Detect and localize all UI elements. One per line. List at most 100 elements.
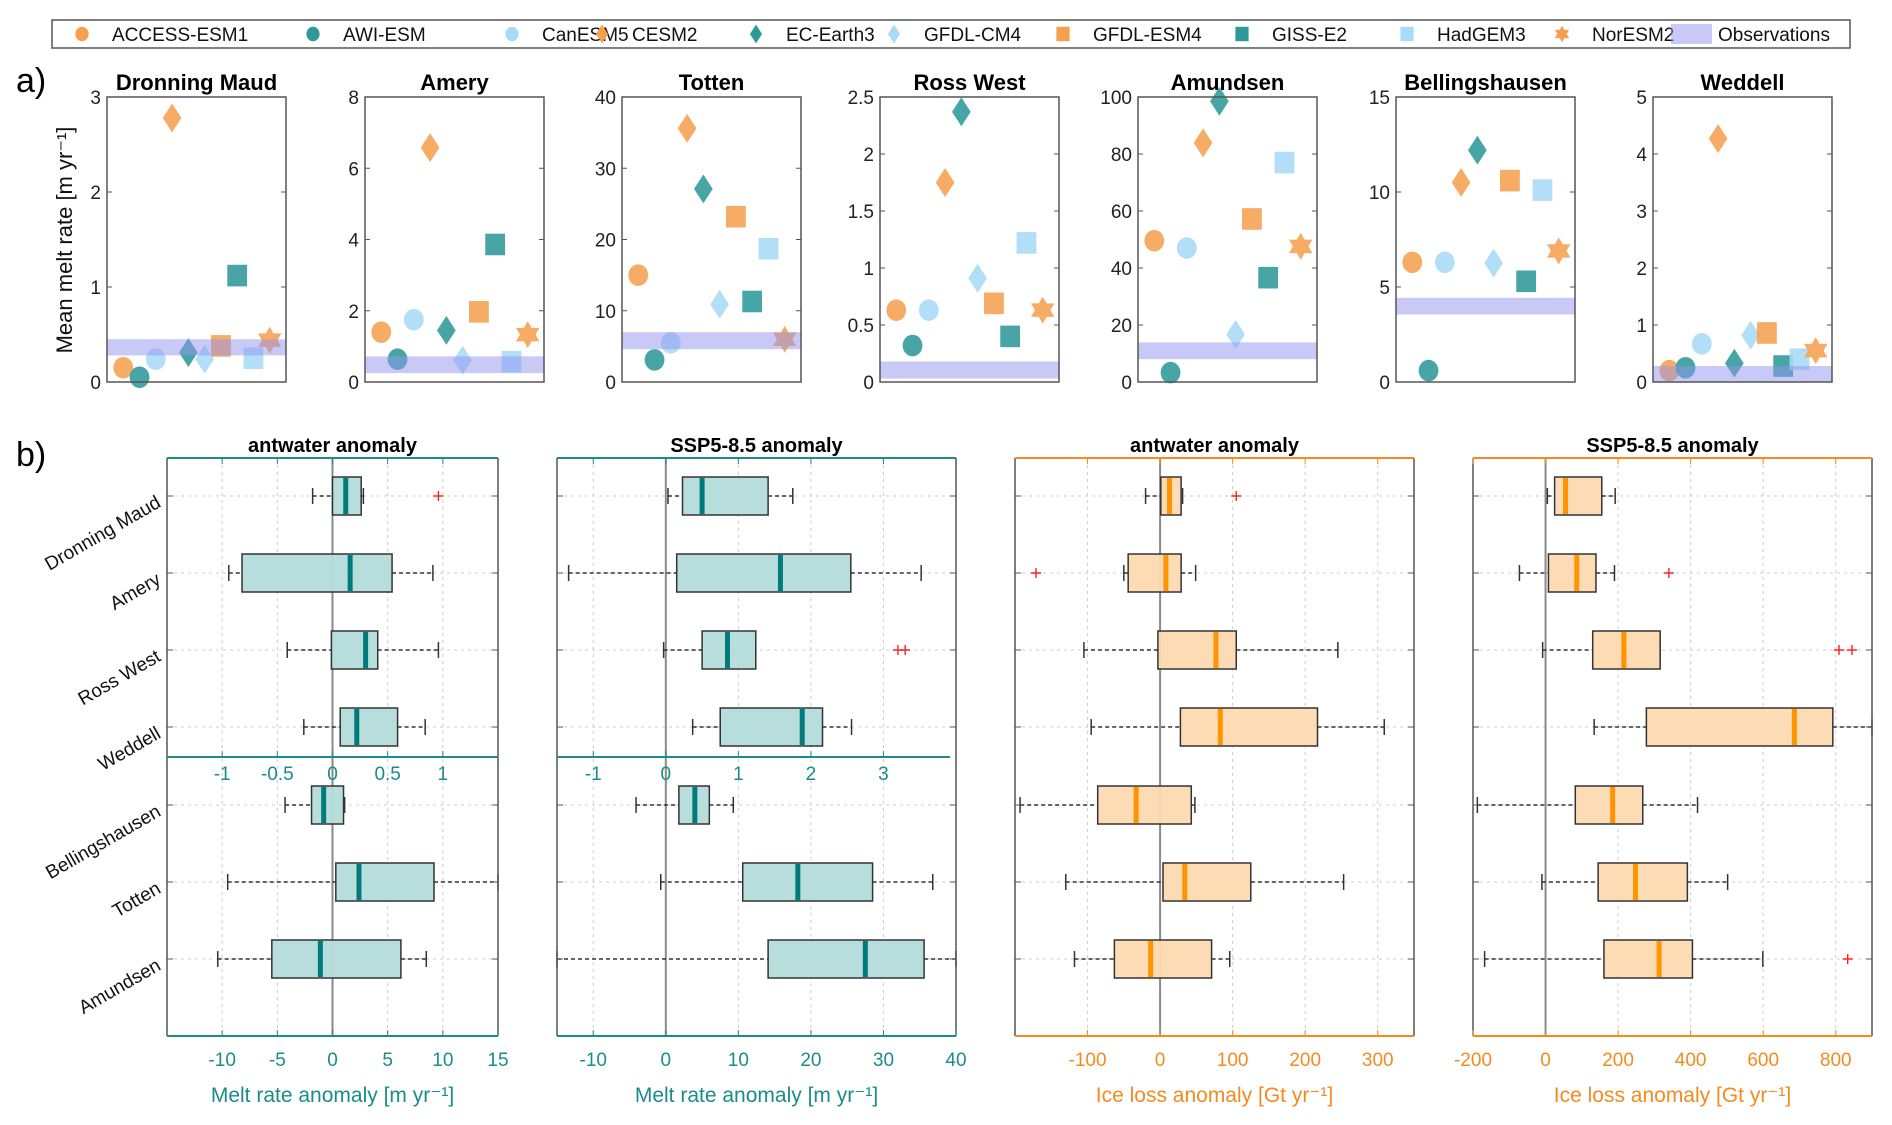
data-point-awi-esm — [1418, 359, 1439, 382]
x-tick-label: 200 — [1602, 1050, 1634, 1071]
box-ross-west — [1083, 630, 1339, 670]
iqr-box — [271, 939, 402, 979]
row-label: Amery — [106, 569, 164, 615]
top-x-tick-label: 0 — [661, 764, 672, 785]
legend-label: GFDL-ESM4 — [1093, 25, 1202, 46]
diamond-marker-icon — [887, 24, 901, 44]
legend-label: GISS-E2 — [1272, 25, 1347, 46]
x-tick-label: 15 — [487, 1050, 508, 1071]
iqr-box — [1645, 707, 1834, 747]
row-label: Ross West — [75, 646, 165, 710]
x-tick-label: -100 — [1069, 1050, 1107, 1071]
y-tick-label: 1.5 — [848, 202, 874, 223]
box-amundsen — [217, 939, 428, 979]
outlier-marker — [433, 491, 444, 501]
region-plot: Dronning Maud 0 1 2 3 — [90, 70, 287, 394]
observations-band — [1138, 342, 1317, 360]
y-tick-label: 3 — [1636, 202, 1647, 223]
axes-frame — [1652, 96, 1833, 383]
y-tick-label: 4 — [348, 231, 359, 252]
iqr-box — [1127, 553, 1182, 593]
data-point-cesm2 — [1708, 124, 1728, 154]
box-totten — [226, 862, 499, 902]
axes-frame — [1137, 96, 1318, 383]
top-x-tick-label: 3 — [878, 764, 889, 785]
data-point-awi-esm — [644, 349, 665, 371]
outlier-marker — [1847, 645, 1858, 655]
square-marker-icon — [1235, 26, 1249, 42]
hexagram-marker-icon — [1554, 25, 1570, 43]
y-tick-label: 2 — [90, 183, 101, 204]
y-tick-label: 40 — [595, 88, 616, 109]
panel-label: b) — [16, 436, 46, 474]
iqr-box — [1162, 862, 1252, 902]
legend: ACCESS-ESM1 AWI-ESM CanESM5 CESM2 EC-Earth3 G… — [51, 19, 1851, 49]
axes-frame — [364, 96, 545, 383]
y-tick-label: 0 — [90, 373, 101, 394]
box-panel: antwater anomaly -100 0 100 200 300 Ice loss a… — [1014, 435, 1415, 1107]
y-tick-label: 40 — [1111, 259, 1132, 280]
box-weddell — [303, 707, 426, 747]
observations-swatch — [1671, 24, 1712, 44]
x-tick-label: 400 — [1675, 1050, 1707, 1071]
box-bellingshausen — [635, 785, 735, 825]
panel-label: a) — [16, 62, 46, 100]
iqr-box — [1553, 476, 1603, 516]
outlier-marker — [1231, 491, 1242, 501]
legend-label: EC-Earth3 — [786, 25, 875, 46]
x-tick-label: 40 — [945, 1050, 966, 1071]
y-axis-label: Mean melt rate [m yr⁻¹] — [52, 127, 77, 354]
region-title: Bellingshausen — [1404, 70, 1567, 95]
data-point-ec-earth3 — [694, 174, 713, 204]
y-tick-label: 0 — [348, 373, 359, 394]
data-point-giss-e2 — [1258, 266, 1279, 289]
y-tick-label: 1 — [863, 259, 874, 280]
data-point-gfdl-cm4 — [1741, 320, 1760, 350]
row-label: Bellingshausen — [42, 801, 164, 884]
x-tick-label: 800 — [1820, 1050, 1852, 1071]
observations-band — [1396, 297, 1575, 315]
y-tick-label: 4 — [1636, 145, 1647, 166]
outlier-marker — [1833, 645, 1844, 655]
data-point-gfdl-cm4 — [710, 289, 729, 319]
row-label: Dronning Maud — [41, 492, 164, 575]
region-title: Amery — [420, 70, 489, 95]
x-tick-label: -5 — [269, 1050, 286, 1071]
legend-label: GFDL-CM4 — [924, 25, 1022, 46]
iqr-box — [1157, 630, 1238, 670]
data-point-gfdl-cm4 — [1226, 319, 1245, 349]
iqr-box — [330, 630, 379, 670]
top-x-tick-label: 0.5 — [374, 764, 400, 785]
region-title: Weddell — [1701, 70, 1785, 95]
x-tick-label: 20 — [800, 1050, 821, 1071]
region-title: Ross West — [913, 70, 1026, 95]
box-amundsen — [1483, 939, 1853, 979]
data-point-cesm2 — [935, 168, 955, 197]
box-weddell — [691, 707, 853, 747]
x-tick-label: 5 — [382, 1050, 393, 1071]
row-label: Totten — [109, 878, 164, 922]
data-point-awi-esm — [902, 334, 923, 357]
region-plot: Ross West 0 0.5 1 1.5 2 2.5 — [848, 70, 1060, 394]
data-point-gfdl-esm4 — [1757, 322, 1777, 344]
top-x-tick-label: 2 — [806, 764, 817, 785]
iqr-box — [1597, 862, 1689, 902]
x-tick-label: 600 — [1747, 1050, 1779, 1071]
x-tick-label: 0 — [661, 1050, 672, 1071]
x-tick-label: -10 — [580, 1050, 607, 1071]
row-label: Amundsen — [75, 955, 164, 1019]
data-point-gfdl-esm4 — [726, 205, 746, 228]
observations-band — [880, 361, 1059, 379]
region-plot: Bellingshausen 0 5 10 15 — [1369, 70, 1576, 394]
x-axis-label: Ice loss anomaly [Gt yr⁻¹] — [1554, 1084, 1791, 1107]
box-amundsen — [556, 939, 957, 979]
x-tick-label: 0 — [1540, 1050, 1551, 1071]
data-point-gfdl-esm4 — [469, 301, 489, 323]
panel-a: a) Mean melt rate [m yr⁻¹] Dronning Maud 0 1… — [16, 62, 1833, 394]
y-tick-label: 0 — [1121, 373, 1132, 394]
data-point-giss-e2 — [742, 290, 763, 313]
x-tick-label: -10 — [208, 1050, 235, 1071]
